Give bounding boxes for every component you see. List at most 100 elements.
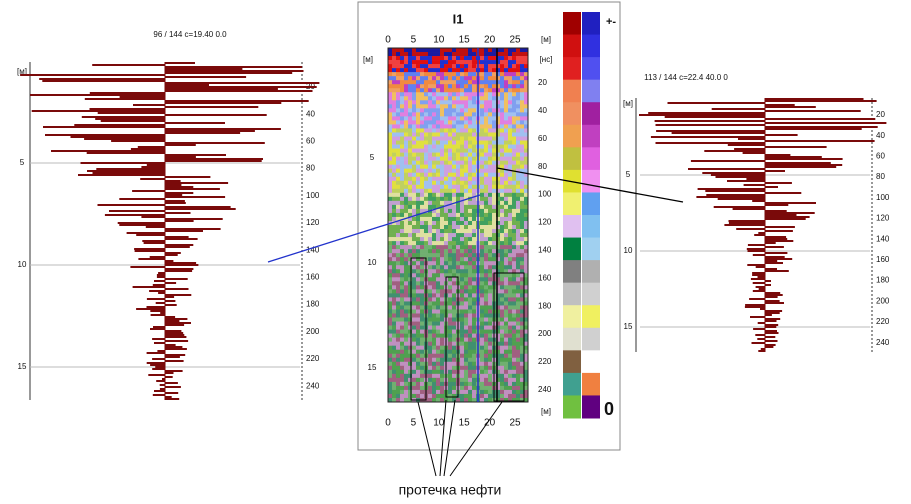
radar-cell xyxy=(432,189,436,193)
radar-cell xyxy=(404,193,408,197)
radar-cell xyxy=(440,56,444,60)
radar-cell xyxy=(480,64,484,68)
radar-cell xyxy=(404,386,408,390)
radar-cell xyxy=(480,285,484,289)
radar-cell xyxy=(488,181,492,185)
radar-cell xyxy=(468,334,472,338)
radar-cell xyxy=(484,60,488,64)
radar-cell xyxy=(516,334,520,338)
radar-cell xyxy=(416,233,420,237)
radar-cell xyxy=(420,366,424,370)
radar-cell xyxy=(440,318,444,322)
radar-cell xyxy=(452,116,456,120)
radar-cell xyxy=(520,193,524,197)
radar-cell xyxy=(520,112,524,116)
radar-cell xyxy=(432,346,436,350)
radar-cell xyxy=(512,96,516,100)
radar-cell xyxy=(460,221,464,225)
radar-cell xyxy=(392,253,396,257)
radar-cell xyxy=(488,257,492,261)
radar-cell xyxy=(428,301,432,305)
radar-cell xyxy=(516,145,520,149)
radar-cell xyxy=(416,120,420,124)
radar-cell xyxy=(432,390,436,394)
radar-cell xyxy=(492,145,496,149)
radar-cell xyxy=(436,120,440,124)
radar-cell xyxy=(428,354,432,358)
radar-cell xyxy=(432,269,436,273)
radar-cell xyxy=(460,137,464,141)
radar-cell xyxy=(464,305,468,309)
radar-cell xyxy=(404,76,408,80)
radar-cell xyxy=(412,197,416,201)
radar-cell xyxy=(412,64,416,68)
radar-cell xyxy=(508,237,512,241)
radar-cell xyxy=(388,68,392,72)
radar-cell xyxy=(396,60,400,64)
radar-cell xyxy=(408,161,412,165)
radar-cell xyxy=(392,165,396,169)
radar-cell xyxy=(416,326,420,330)
radar-cell xyxy=(464,253,468,257)
x-tick-label: 25 xyxy=(509,418,521,429)
radar-cell xyxy=(516,64,520,68)
radar-cell xyxy=(488,334,492,338)
radar-cell xyxy=(468,354,472,358)
radar-cell xyxy=(400,88,404,92)
radar-cell xyxy=(432,334,436,338)
radar-cell xyxy=(468,124,472,128)
radar-cell xyxy=(400,100,404,104)
radar-cell xyxy=(472,52,476,56)
radar-cell xyxy=(472,386,476,390)
radar-cell xyxy=(464,124,468,128)
radar-cell xyxy=(416,346,420,350)
radar-cell xyxy=(428,137,432,141)
radar-cell xyxy=(428,217,432,221)
radar-cell xyxy=(520,241,524,245)
radar-cell xyxy=(400,265,404,269)
radar-cell xyxy=(448,261,452,265)
radar-cell xyxy=(392,161,396,165)
radar-cell xyxy=(504,96,508,100)
radar-cell xyxy=(512,350,516,354)
radar-cell xyxy=(504,330,508,334)
radar-cell xyxy=(396,100,400,104)
radar-cell xyxy=(452,390,456,394)
radar-cell xyxy=(464,297,468,301)
radar-cell xyxy=(412,273,416,277)
radar-cell xyxy=(456,205,460,209)
radar-cell xyxy=(440,181,444,185)
radar-cell xyxy=(388,386,392,390)
radar-cell xyxy=(512,157,516,161)
radar-cell xyxy=(432,137,436,141)
tick-label: 200 xyxy=(306,327,320,336)
radar-cell xyxy=(460,281,464,285)
radar-cell xyxy=(416,116,420,120)
radar-cell xyxy=(412,177,416,181)
radar-cell xyxy=(388,281,392,285)
radar-cell xyxy=(440,120,444,124)
radar-cell xyxy=(504,48,508,52)
radar-cell xyxy=(488,386,492,390)
radar-cell xyxy=(492,64,496,68)
radar-cell xyxy=(504,213,508,217)
radar-cell xyxy=(404,245,408,249)
radar-cell xyxy=(440,309,444,313)
radar-cell xyxy=(464,64,468,68)
radar-cell xyxy=(500,305,504,309)
radar-cell xyxy=(396,297,400,301)
x-tick-label: 5 xyxy=(411,35,417,46)
radar-cell xyxy=(452,68,456,72)
radar-cell xyxy=(472,261,476,265)
radar-cell xyxy=(448,338,452,342)
radar-cell xyxy=(428,318,432,322)
radar-cell xyxy=(440,128,444,132)
radar-cell xyxy=(404,132,408,136)
radar-cell xyxy=(416,386,420,390)
radar-cell xyxy=(516,253,520,257)
radar-cell xyxy=(500,76,504,80)
radar-cell xyxy=(440,366,444,370)
radar-cell xyxy=(460,92,464,96)
radar-cell xyxy=(512,378,516,382)
radar-cell xyxy=(440,80,444,84)
